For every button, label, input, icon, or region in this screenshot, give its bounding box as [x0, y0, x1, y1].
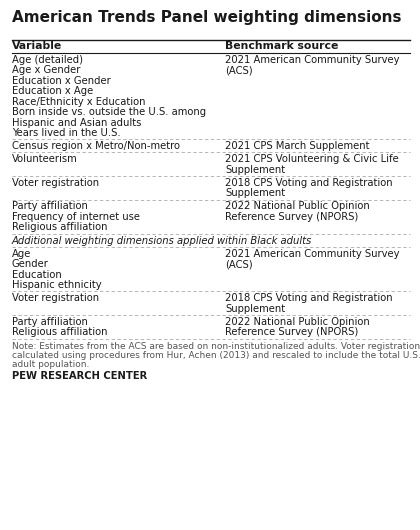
Text: Supplement: Supplement [225, 188, 285, 198]
Text: Education x Gender: Education x Gender [12, 76, 111, 86]
Text: Born inside vs. outside the U.S. among: Born inside vs. outside the U.S. among [12, 107, 206, 117]
Text: Party affiliation: Party affiliation [12, 201, 88, 211]
Text: Frequency of internet use: Frequency of internet use [12, 212, 140, 222]
Text: Education: Education [12, 270, 62, 280]
Text: Supplement: Supplement [225, 165, 285, 175]
Text: Census region x Metro/Non-metro: Census region x Metro/Non-metro [12, 141, 180, 151]
Text: American Trends Panel weighting dimensions: American Trends Panel weighting dimensio… [12, 10, 402, 25]
Text: (ACS): (ACS) [225, 65, 252, 75]
Text: 2021 American Community Survey: 2021 American Community Survey [225, 249, 399, 259]
Text: Variable: Variable [12, 41, 62, 51]
Text: Supplement: Supplement [225, 304, 285, 314]
Text: 2021 CPS Volunteering & Civic Life: 2021 CPS Volunteering & Civic Life [225, 154, 399, 164]
Text: Reference Survey (NPORS): Reference Survey (NPORS) [225, 328, 358, 338]
Text: (ACS): (ACS) [225, 259, 252, 269]
Text: Hispanic ethnicity: Hispanic ethnicity [12, 280, 102, 290]
Text: Voter registration: Voter registration [12, 178, 99, 188]
Text: Age: Age [12, 249, 32, 259]
Text: adult population.: adult population. [12, 360, 89, 369]
Text: Additional weighting dimensions applied within Black adults: Additional weighting dimensions applied … [12, 236, 312, 245]
Text: Hispanic and Asian adults: Hispanic and Asian adults [12, 118, 142, 128]
Text: calculated using procedures from Hur, Achen (2013) and rescaled to include the t: calculated using procedures from Hur, Ac… [12, 351, 420, 360]
Text: 2021 American Community Survey: 2021 American Community Survey [225, 55, 399, 65]
Text: Religious affiliation: Religious affiliation [12, 328, 108, 338]
Text: Age (detailed): Age (detailed) [12, 55, 83, 65]
Text: Race/Ethnicity x Education: Race/Ethnicity x Education [12, 96, 145, 107]
Text: Benchmark source: Benchmark source [225, 41, 338, 51]
Text: Gender: Gender [12, 259, 49, 269]
Text: Years lived in the U.S.: Years lived in the U.S. [12, 128, 121, 138]
Text: PEW RESEARCH CENTER: PEW RESEARCH CENTER [12, 371, 147, 381]
Text: 2018 CPS Voting and Registration: 2018 CPS Voting and Registration [225, 293, 393, 303]
Text: Religious affiliation: Religious affiliation [12, 223, 108, 233]
Text: Note: Estimates from the ACS are based on non-institutionalized adults. Voter re: Note: Estimates from the ACS are based o… [12, 342, 420, 351]
Text: 2018 CPS Voting and Registration: 2018 CPS Voting and Registration [225, 178, 393, 188]
Text: Volunteerism: Volunteerism [12, 154, 78, 164]
Text: Education x Age: Education x Age [12, 86, 93, 96]
Text: Reference Survey (NPORS): Reference Survey (NPORS) [225, 212, 358, 222]
Text: 2022 National Public Opinion: 2022 National Public Opinion [225, 201, 370, 211]
Text: 2021 CPS March Supplement: 2021 CPS March Supplement [225, 141, 370, 151]
Text: Age x Gender: Age x Gender [12, 65, 80, 75]
Text: Voter registration: Voter registration [12, 293, 99, 303]
Text: Party affiliation: Party affiliation [12, 317, 88, 327]
Text: 2022 National Public Opinion: 2022 National Public Opinion [225, 317, 370, 327]
